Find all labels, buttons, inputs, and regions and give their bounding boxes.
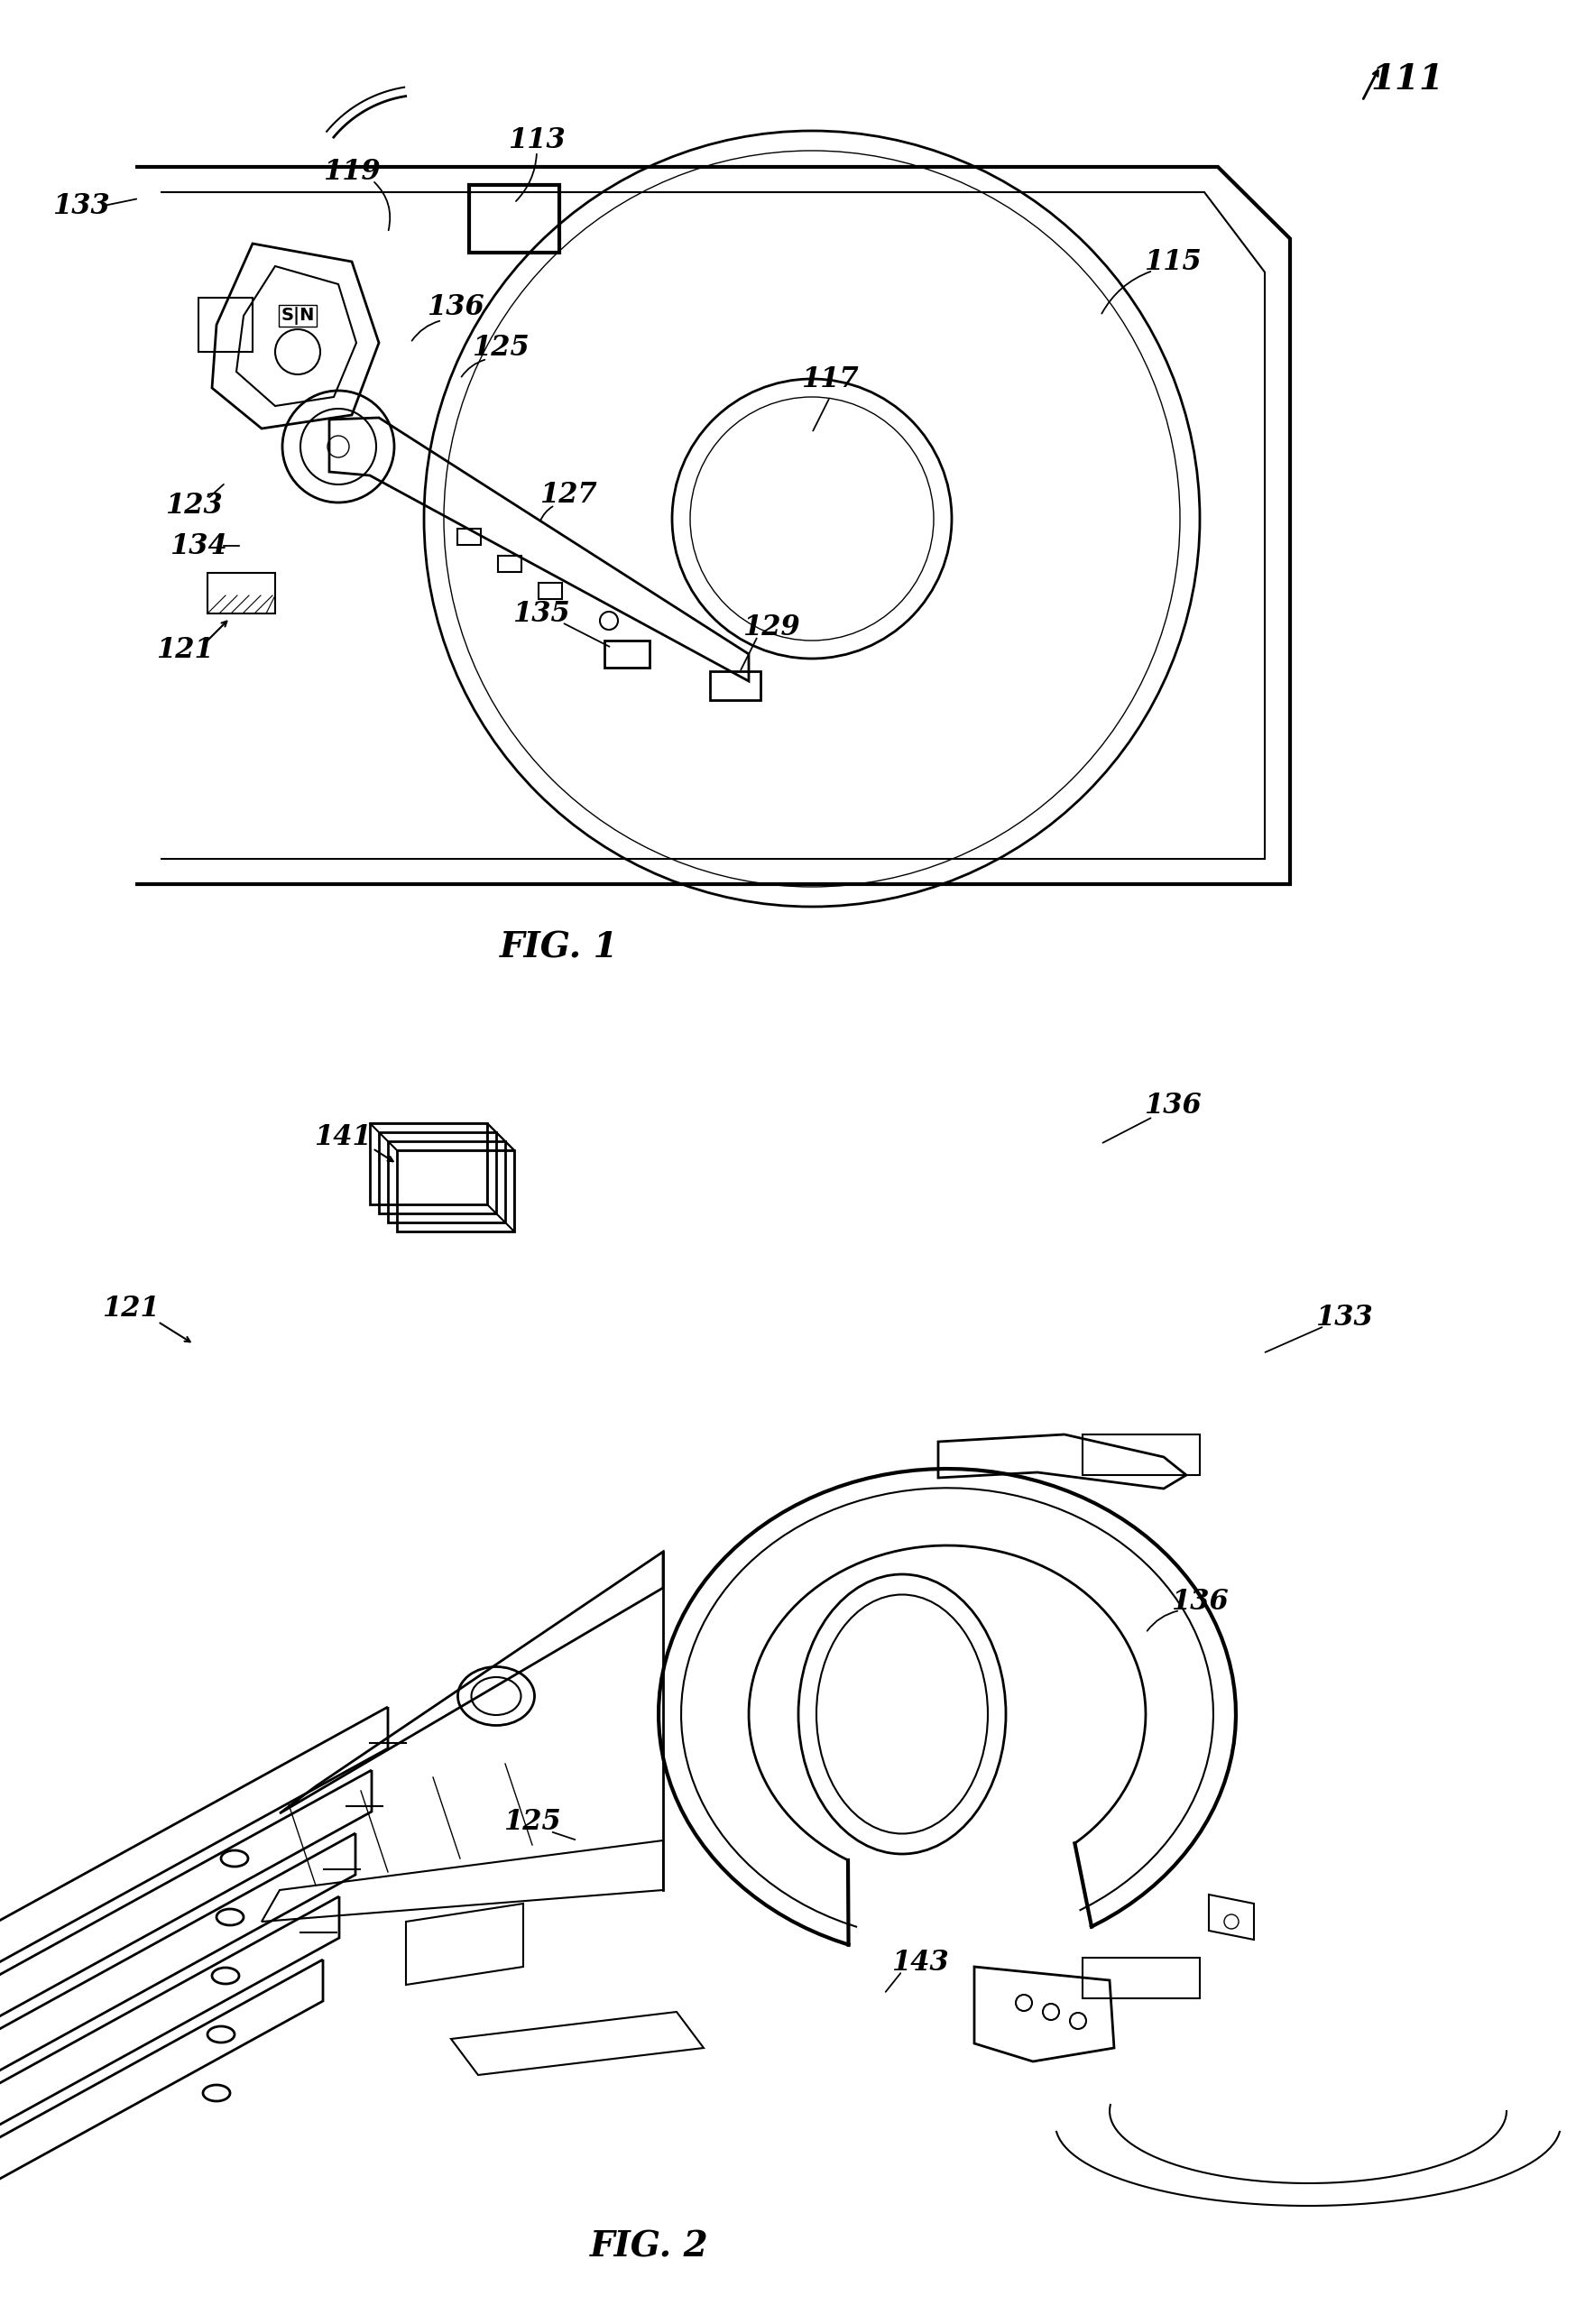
Text: 125: 125	[503, 1808, 561, 1836]
Text: 133: 133	[52, 191, 110, 221]
Text: 136: 136	[1144, 1092, 1201, 1120]
Text: 143: 143	[892, 1948, 949, 1975]
Text: 111: 111	[1371, 63, 1444, 98]
Text: 115: 115	[1144, 249, 1201, 277]
Text: FIG. 2: FIG. 2	[589, 2229, 709, 2264]
Text: 113: 113	[507, 125, 566, 153]
Text: 136: 136	[1171, 1587, 1229, 1615]
Text: 136: 136	[427, 293, 484, 321]
Text: 129: 129	[742, 614, 801, 641]
Text: FIG. 1: FIG. 1	[500, 930, 619, 964]
Text: 135: 135	[512, 600, 571, 627]
Text: 141: 141	[314, 1122, 372, 1150]
Text: 127: 127	[539, 481, 597, 509]
Text: 121: 121	[156, 634, 214, 665]
Text: 117: 117	[801, 365, 859, 393]
Text: 133: 133	[1316, 1304, 1373, 1332]
Text: 125: 125	[471, 332, 530, 360]
Text: 134: 134	[170, 532, 227, 560]
Text: 119: 119	[323, 158, 380, 186]
Text: S|N: S|N	[281, 307, 315, 325]
Text: 121: 121	[102, 1294, 159, 1322]
Text: 123: 123	[165, 490, 222, 518]
